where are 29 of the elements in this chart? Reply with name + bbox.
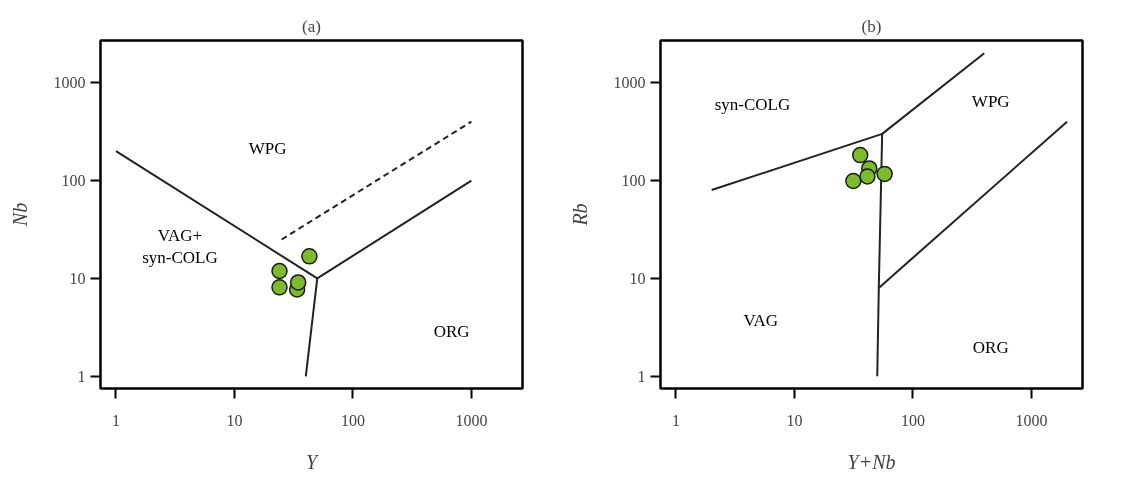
x-tick-label: 1: [671, 411, 680, 429]
x-axis-title: Y+Nb: [847, 450, 896, 473]
y-tick-label: 1: [77, 367, 86, 385]
annotation: ORG: [433, 321, 470, 341]
y-tick-label: 100: [61, 172, 86, 190]
y-axis-title: Nb: [8, 202, 31, 228]
x-tick-label: 10: [786, 411, 803, 429]
y-tick-label: 1: [637, 367, 646, 385]
x-tick-label: 1: [111, 411, 120, 429]
x-tick-label: 100: [900, 411, 925, 429]
chart-title: (b): [861, 16, 882, 36]
y-tick-label: 10: [629, 269, 646, 287]
y-tick-label: 1000: [613, 74, 646, 92]
annotation: ORG: [972, 338, 1009, 358]
y-tick-label: 100: [621, 172, 646, 190]
y-tick-label: 1000: [53, 74, 86, 92]
y-axis-title: Rb: [568, 203, 591, 227]
annotation: VAG+ syn-COLG: [142, 225, 218, 268]
x-tick-label: 100: [340, 411, 365, 429]
annotation: VAG: [743, 311, 779, 331]
y-tick-label: 10: [69, 269, 86, 287]
x-tick-label: 1000: [455, 411, 488, 429]
annotation: WPG: [971, 91, 1010, 111]
x-axis-title: Y: [305, 450, 319, 473]
annotation: WPG: [248, 139, 287, 159]
x-tick-label: 10: [226, 411, 243, 429]
chart-title: (a): [302, 16, 321, 36]
annotation: syn-COLG: [714, 95, 791, 115]
x-tick-label: 1000: [1015, 411, 1048, 429]
